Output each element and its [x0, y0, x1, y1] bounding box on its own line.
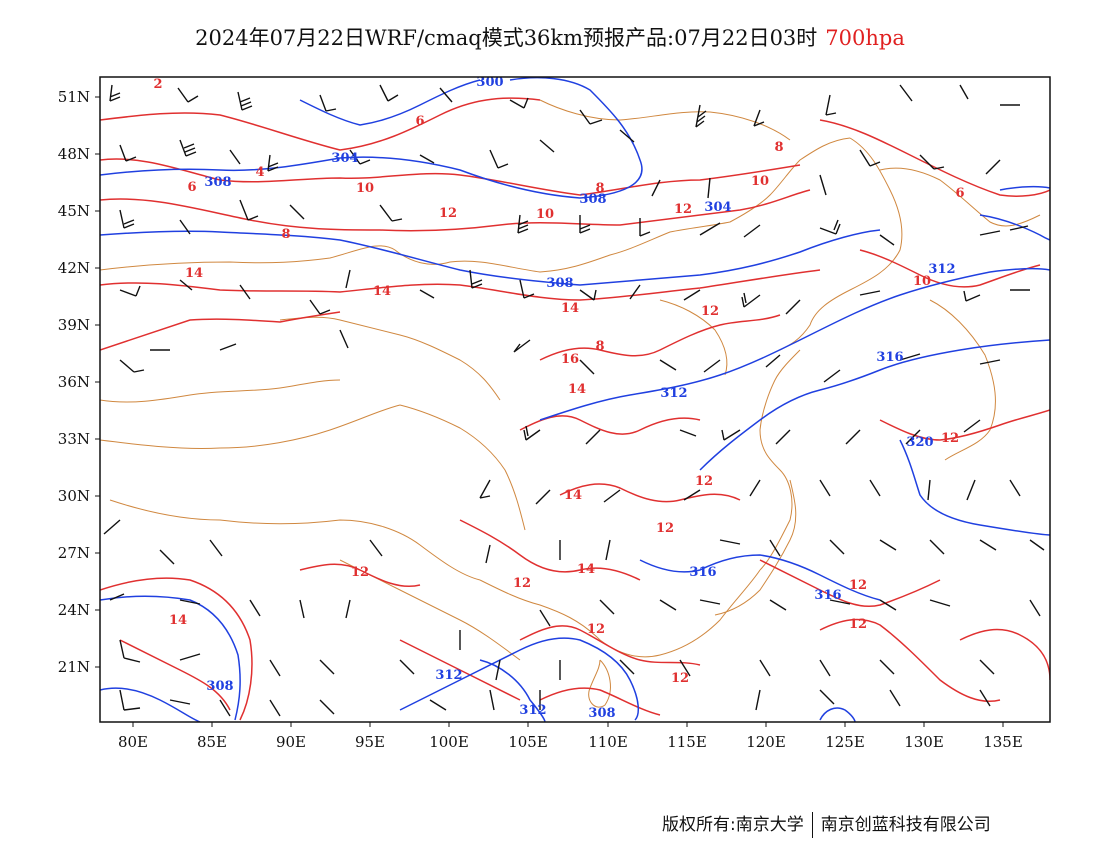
temp-label: 10	[536, 207, 554, 222]
height-label: 312	[660, 386, 687, 401]
height-label: 316	[814, 588, 841, 603]
copyright-owner: 版权所有:南京大学	[662, 815, 804, 835]
temp-label: 10	[751, 174, 769, 189]
copyright-footer: 版权所有:南京大学 南京创蓝科技有限公司	[662, 810, 991, 838]
temp-label: 12	[941, 431, 959, 446]
temp-label: 14	[577, 562, 595, 577]
temp-label: 12	[587, 622, 605, 637]
temp-label: 14	[561, 301, 579, 316]
lon-label: 120E	[746, 733, 786, 751]
temp-label: 6	[955, 186, 964, 201]
temp-label: 14	[373, 284, 391, 299]
lon-label: 135E	[983, 733, 1023, 751]
temp-label: 12	[656, 521, 674, 536]
height-label: 304	[331, 151, 358, 166]
height-labels: 300 304 308 304 308 308 312 312 316 316 …	[204, 75, 955, 721]
copyright-partner: 南京创蓝科技有限公司	[820, 815, 991, 835]
lon-label: 90E	[276, 733, 306, 751]
wind-barbs	[103, 84, 1045, 717]
lon-label: 85E	[197, 733, 227, 751]
height-label: 320	[906, 435, 933, 450]
lon-label: 100E	[429, 733, 469, 751]
latitude-labels: 51N 48N 45N 42N 39N 36N 33N 30N 27N 24N …	[58, 88, 90, 676]
plot-frame	[99, 76, 1051, 723]
lon-label: 80E	[118, 733, 148, 751]
map-title: 2024年07月22日WRF/cmaq模式36km预报产品:07月22日03时 7…	[0, 22, 1100, 52]
height-label: 304	[704, 200, 731, 215]
temp-label: 12	[695, 474, 713, 489]
temp-label: 8	[281, 227, 290, 242]
lat-label: 33N	[58, 430, 90, 448]
temp-label: 14	[564, 488, 582, 503]
lat-label: 42N	[58, 259, 90, 277]
temp-label: 12	[513, 576, 531, 591]
temp-label: 8	[595, 181, 604, 196]
temp-label: 14	[169, 613, 187, 628]
temp-label: 12	[351, 565, 369, 580]
lat-label: 48N	[58, 145, 90, 163]
temp-label: 12	[439, 206, 457, 221]
lat-label: 24N	[58, 601, 90, 619]
lat-label: 21N	[58, 658, 90, 676]
height-label: 312	[519, 703, 546, 718]
temp-label: 12	[701, 304, 719, 319]
axis-ticks	[95, 96, 1004, 727]
temp-label: 10	[356, 181, 374, 196]
temp-label: 8	[774, 140, 783, 155]
height-label: 308	[204, 175, 231, 190]
temp-label: 4	[255, 165, 264, 180]
lon-label: 110E	[588, 733, 628, 751]
title-level: 700hpa	[825, 26, 905, 50]
temp-label: 12	[849, 617, 867, 632]
height-label: 312	[928, 262, 955, 277]
temperature-contours	[100, 97, 1050, 721]
lat-label: 27N	[58, 544, 90, 562]
lon-label: 95E	[355, 733, 385, 751]
temp-label: 6	[187, 180, 196, 195]
temp-label: 12	[674, 202, 692, 217]
temp-label: 12	[671, 671, 689, 686]
height-label: 312	[435, 668, 462, 683]
longitude-labels: 80E 85E 90E 95E 100E 105E 110E 115E 120E…	[118, 733, 1023, 751]
height-label: 308	[206, 679, 233, 694]
lon-label: 105E	[508, 733, 548, 751]
copyright-divider	[811, 812, 813, 838]
height-contours	[100, 77, 1050, 722]
height-label: 308	[588, 706, 615, 721]
temp-label: 8	[595, 339, 604, 354]
temperature-labels: 2 6 4 6 8 10 8 12 10 10 12 8 14 14 14 16…	[153, 77, 964, 686]
lon-label: 125E	[825, 733, 865, 751]
temp-label: 16	[561, 352, 579, 367]
lat-label: 39N	[58, 316, 90, 334]
lat-label: 45N	[58, 202, 90, 220]
temp-label: 14	[185, 266, 203, 281]
height-label: 308	[579, 192, 606, 207]
height-label: 316	[689, 565, 716, 580]
lat-label: 51N	[58, 88, 90, 106]
lat-label: 36N	[58, 373, 90, 391]
lon-label: 130E	[904, 733, 944, 751]
temp-label: 12	[849, 578, 867, 593]
lat-label: 30N	[58, 487, 90, 505]
temp-label: 14	[568, 382, 586, 397]
temp-label: 2	[153, 77, 162, 92]
lon-label: 115E	[667, 733, 707, 751]
height-label: 308	[546, 276, 573, 291]
temp-label: 10	[913, 274, 931, 289]
country-borders	[100, 99, 1041, 708]
temp-label: 6	[415, 114, 424, 129]
height-label: 316	[876, 350, 903, 365]
title-main: 2024年07月22日WRF/cmaq模式36km预报产品:07月22日03时	[195, 26, 818, 50]
height-label: 300	[476, 75, 503, 90]
